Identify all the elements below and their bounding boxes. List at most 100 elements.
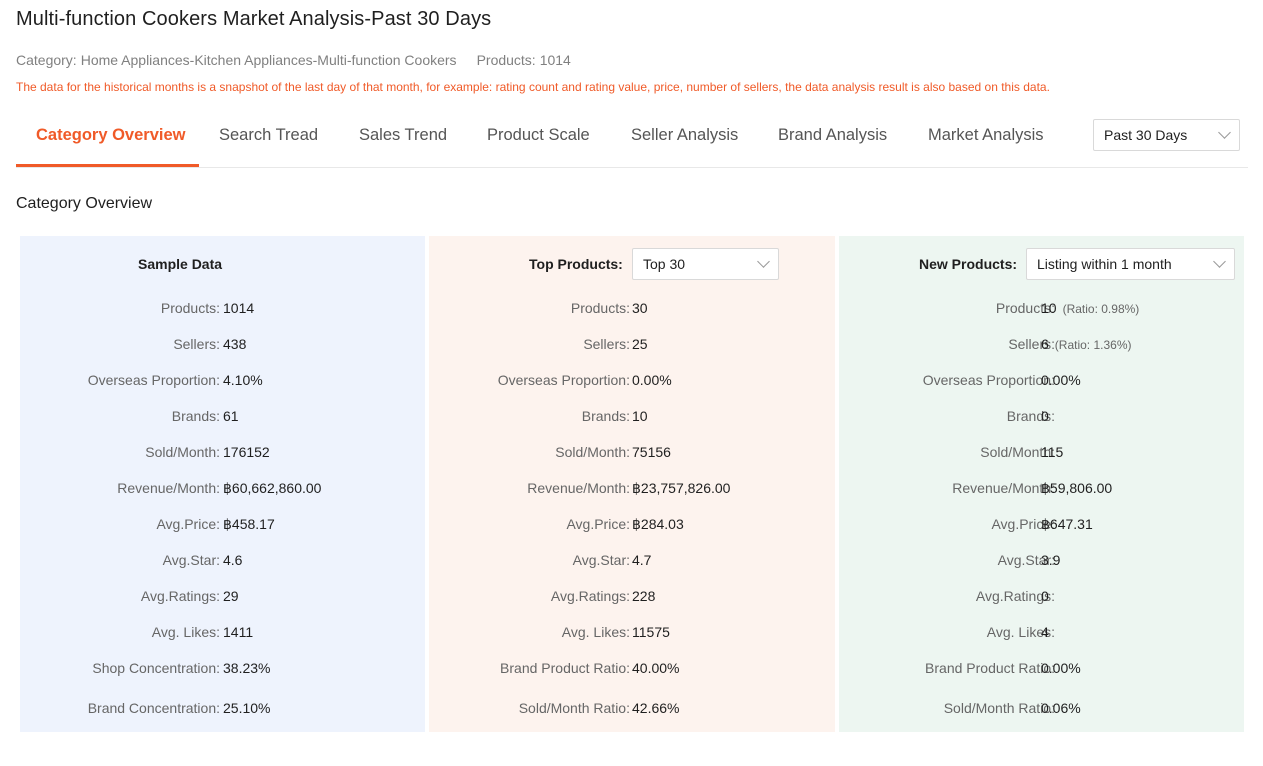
metric-value: 61 — [223, 408, 239, 424]
metric-label: Revenue/Month: — [117, 480, 220, 496]
tab-sales-trend[interactable]: Sales Trend — [359, 126, 448, 144]
metric-value: 10 — [632, 408, 648, 424]
category-label: Category: — [16, 52, 77, 68]
metric-row: Avg.Star: 3.9 — [839, 552, 1244, 572]
metric-label: Avg.Star: — [997, 552, 1055, 568]
metric-value-text: 11575 — [632, 624, 670, 640]
metric-value: ฿59,806.00 — [1041, 480, 1112, 497]
metric-row: Avg. Likes: 11575 — [429, 624, 835, 644]
metric-value-text: 4.10% — [223, 372, 263, 388]
metric-value: 75156 — [632, 444, 671, 460]
metric-row: Avg. Likes: 1411 — [20, 624, 425, 644]
metric-value-text: 228 — [632, 588, 656, 604]
metric-row: Sold/Month Ratio: 0.06% — [839, 700, 1244, 720]
metric-value-text: 10 — [632, 408, 648, 424]
tab-seller-analysis[interactable]: Seller Analysis — [631, 126, 739, 144]
metric-label: Sold/Month Ratio: — [943, 700, 1055, 716]
top-products-select-value: Top 30 — [643, 256, 686, 272]
metric-value-text: 0.00% — [1041, 372, 1081, 388]
new-products-select[interactable]: Listing within 1 month — [1026, 248, 1235, 280]
metric-value: ฿647.31 — [1041, 516, 1093, 533]
new-products-select-value: Listing within 1 month — [1037, 256, 1172, 272]
metric-label: Sold/Month: — [145, 444, 220, 460]
metric-label: Avg.Ratings: — [975, 588, 1055, 604]
metric-value-text: ฿284.03 — [632, 516, 684, 532]
metric-row: Brands: 0 — [839, 408, 1244, 428]
period-select[interactable]: Past 30 Days — [1093, 119, 1240, 151]
metric-value: 115 — [1041, 444, 1063, 460]
metric-value-text: 25.10% — [223, 700, 271, 716]
top-products-select[interactable]: Top 30 — [632, 248, 779, 280]
metric-value: 0 — [1041, 408, 1049, 424]
metric-row: Brands: 10 — [429, 408, 835, 428]
metric-value-text: 176152 — [223, 444, 270, 460]
metric-value: 29 — [223, 588, 239, 604]
metric-row: Overseas Proportion: 0.00% — [839, 372, 1244, 392]
top-products-panel: Top Products: Top 30 Products: 30 Sellers:… — [429, 236, 835, 732]
metric-value-text: 0.00% — [632, 372, 672, 388]
metric-value: 25.10% — [223, 700, 270, 716]
metric-value: 30 — [632, 300, 648, 316]
metric-row: Brand Product Ratio: 40.00% — [429, 660, 835, 680]
sample-data-header: Sample Data — [138, 256, 223, 272]
metric-value-text: ฿59,806.00 — [1041, 480, 1113, 496]
metric-row: Sold/Month: 176152 — [20, 444, 425, 464]
metric-value: 10 (Ratio: 0.98%) — [1041, 300, 1139, 316]
metric-label: Brands: — [581, 408, 630, 424]
metric-row: Sold/Month Ratio: 42.66% — [429, 700, 835, 720]
metric-value-text: ฿647.31 — [1041, 516, 1093, 532]
metric-row: Shop Concentration: 38.23% — [20, 660, 425, 680]
metric-label: Sellers: — [173, 336, 220, 352]
tab-category-overview[interactable]: Category Overview — [36, 126, 186, 144]
metric-value-text: 61 — [223, 408, 239, 424]
metric-value-text: 6 — [1041, 336, 1049, 352]
metric-row: Products: 30 — [429, 300, 835, 320]
tab-product-scale[interactable]: Product Scale — [487, 126, 590, 144]
metric-value-text: ฿23,757,826.00 — [632, 480, 731, 496]
metric-row: Avg.Star: 4.7 — [429, 552, 835, 572]
active-tab-indicator — [16, 164, 199, 167]
metric-value-text: 0.06% — [1041, 700, 1081, 716]
metric-value-text: 0 — [1041, 588, 1049, 604]
metric-label: Overseas Proportion: — [87, 372, 220, 388]
metric-value: 6 (Ratio: 1.36%) — [1041, 336, 1132, 352]
category-meta: Category: Home Appliances-Kitchen Applian… — [16, 52, 571, 68]
metric-value: 25 — [632, 336, 648, 352]
metric-value: 176152 — [223, 444, 270, 460]
metric-label: Sellers: — [583, 336, 630, 352]
metric-label: Avg.Price: — [156, 516, 220, 532]
metric-value: 3.9 — [1041, 552, 1060, 568]
metric-value-text: 1411 — [223, 624, 254, 640]
products-info: Products: 1014 — [477, 52, 571, 68]
metric-label: Products: — [995, 300, 1055, 316]
metric-label: Products: — [160, 300, 220, 316]
metric-row: Overseas Proportion: 0.00% — [429, 372, 835, 392]
metric-label: Overseas Proportion: — [497, 372, 630, 388]
metric-label: Revenue/Month: — [952, 480, 1055, 496]
metric-row: Revenue/Month: ฿60,662,860.00 — [20, 480, 425, 500]
chevron-down-icon — [757, 255, 770, 268]
metric-value-text: 4 — [1041, 624, 1049, 640]
section-title: Category Overview — [16, 195, 153, 212]
tab-market-analysis[interactable]: Market Analysis — [928, 126, 1044, 144]
metric-row: Sold/Month: 75156 — [429, 444, 835, 464]
metric-label: Avg.Star: — [572, 552, 630, 568]
metric-value-text: 75156 — [632, 444, 671, 460]
metric-row: Brands: 61 — [20, 408, 425, 428]
metric-row: Sellers: 25 — [429, 336, 835, 356]
metric-row: Avg. Likes: 4 — [839, 624, 1244, 644]
tab-brand-analysis[interactable]: Brand Analysis — [778, 126, 888, 144]
products-label: Products: — [476, 52, 536, 68]
metric-value: ฿284.03 — [632, 516, 684, 533]
metric-value-text: 40.00% — [632, 660, 680, 676]
metric-label: Avg. Likes: — [986, 624, 1055, 640]
metric-row: Products: 10 (Ratio: 0.98%) — [839, 300, 1244, 320]
metric-value-text: 25 — [632, 336, 648, 352]
metric-value: 0.00% — [632, 372, 672, 388]
metric-value-text: 38.23% — [223, 660, 271, 676]
metric-value: 1014 — [223, 300, 254, 316]
metric-row: Avg.Price: ฿284.03 — [429, 516, 835, 536]
metric-row: Avg.Price: ฿647.31 — [839, 516, 1244, 536]
tab-search-tread[interactable]: Search Tread — [219, 126, 319, 144]
category-value: Home Appliances-Kitchen Appliances-Multi… — [80, 52, 457, 68]
